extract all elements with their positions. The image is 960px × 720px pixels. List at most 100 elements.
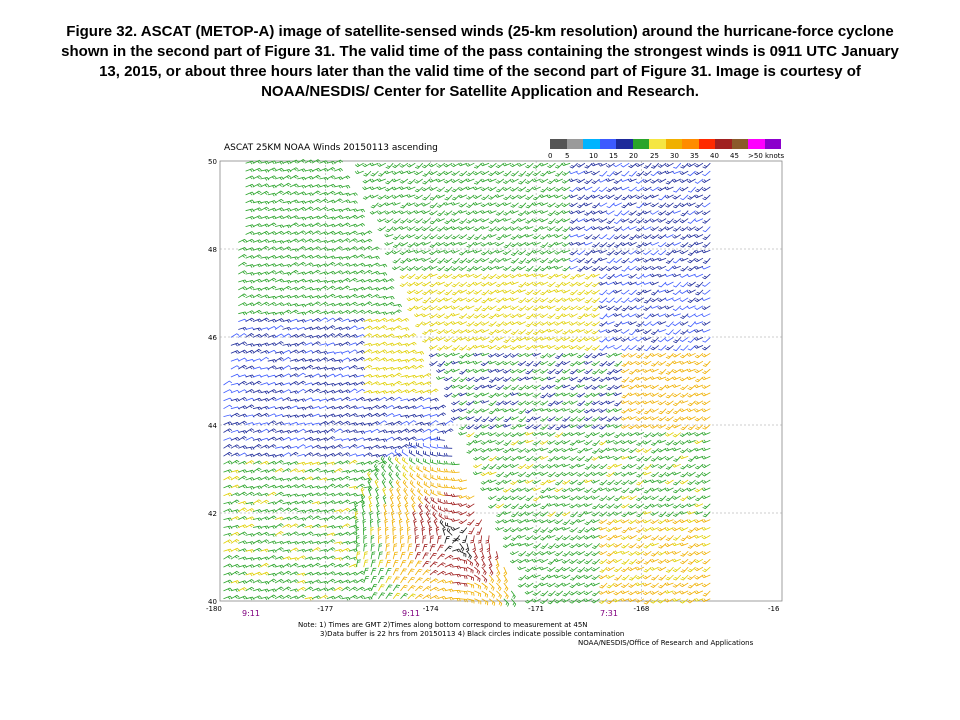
wind-barb — [694, 352, 704, 359]
wind-barb — [451, 273, 460, 280]
wind-barb — [554, 321, 564, 326]
wind-barb — [289, 159, 299, 164]
wind-barb — [341, 199, 351, 204]
wind-barb — [348, 413, 358, 417]
wind-barb — [319, 485, 329, 490]
wind-barb — [431, 497, 438, 505]
wind-barb — [635, 408, 645, 414]
wind-barb — [252, 406, 262, 411]
wind-barb — [238, 564, 248, 569]
wind-barb — [260, 206, 270, 212]
wind-barb — [436, 289, 446, 295]
wind-barb — [702, 162, 711, 169]
wind-barb — [378, 429, 388, 434]
wind-barb — [591, 424, 600, 429]
wind-barb — [606, 384, 615, 391]
wind-barb — [297, 380, 306, 386]
wind-barb — [701, 400, 711, 406]
wind-barb — [422, 381, 432, 386]
wind-barb — [407, 341, 417, 346]
wind-barb — [443, 392, 453, 398]
wind-barb — [606, 598, 615, 605]
wind-barb — [274, 564, 285, 569]
wind-barb — [458, 408, 468, 412]
wind-barb — [481, 590, 489, 598]
wind-barb — [517, 273, 527, 278]
wind-barb — [245, 264, 255, 268]
wind-barb — [650, 202, 659, 208]
wind-barb — [687, 566, 696, 573]
wind-barb — [554, 471, 564, 478]
wind-barb — [627, 392, 637, 397]
wind-barb — [613, 376, 622, 381]
wind-barb — [377, 202, 387, 208]
wind-barb — [525, 551, 534, 557]
wind-barb — [532, 289, 541, 295]
wind-barb — [539, 305, 549, 310]
wind-barb — [363, 364, 373, 370]
wind-barb — [525, 305, 534, 311]
wind-barb — [531, 376, 541, 381]
wind-barb — [473, 170, 482, 176]
wind-barb — [378, 568, 384, 576]
wind-barb — [348, 319, 358, 323]
wind-barb — [419, 510, 424, 520]
wind-barb — [377, 226, 387, 232]
wind-barb — [517, 368, 527, 374]
wind-barb — [680, 265, 689, 272]
wind-barb — [393, 413, 403, 417]
wind-barb — [636, 527, 645, 533]
wind-barb — [429, 595, 439, 600]
wind-barb — [561, 210, 571, 214]
wind-barb — [539, 297, 549, 303]
wind-barb — [394, 448, 401, 457]
wind-barb — [694, 178, 704, 184]
wind-barb — [361, 502, 366, 512]
wind-barb — [458, 257, 468, 264]
wind-barb — [355, 535, 360, 544]
wind-barb — [289, 429, 299, 434]
wind-barb — [540, 416, 549, 422]
wind-barb — [605, 194, 615, 200]
wind-barb — [363, 170, 372, 177]
wind-barb — [319, 223, 329, 227]
wind-barb — [466, 558, 474, 567]
wind-barb — [554, 408, 563, 413]
wind-barb — [260, 286, 270, 291]
wind-barb — [584, 178, 593, 185]
wind-barb — [450, 242, 460, 246]
wind-barb — [518, 408, 527, 415]
wind-barb — [665, 495, 674, 502]
wind-barb — [547, 416, 556, 422]
wind-barb — [680, 392, 689, 398]
wind-barb — [394, 456, 401, 465]
wind-barb — [400, 414, 410, 419]
wind-barb — [694, 463, 704, 470]
wind-barb — [672, 218, 682, 224]
wind-barb — [561, 242, 571, 247]
wind-barb — [598, 257, 608, 262]
wind-barb — [643, 566, 652, 573]
wind-barb — [524, 574, 534, 580]
wind-barb — [487, 471, 497, 476]
wind-barb — [267, 515, 277, 520]
wind-barb — [540, 574, 549, 581]
wind-barb — [621, 305, 630, 312]
wind-barb — [569, 598, 578, 604]
wind-barb — [577, 289, 586, 296]
wind-barb — [421, 162, 431, 169]
wind-barb — [672, 447, 681, 452]
wind-barb — [406, 162, 416, 168]
wind-barb — [450, 312, 460, 317]
wind-barb — [576, 408, 586, 414]
wind-barb — [686, 368, 696, 373]
wind-barb — [319, 350, 329, 355]
wind-barb — [311, 159, 321, 164]
wind-barb — [422, 569, 431, 576]
wind-barb — [613, 463, 622, 468]
wind-barb — [282, 532, 292, 537]
wind-barb — [223, 501, 233, 506]
wind-barb — [436, 321, 445, 326]
wind-barb — [311, 541, 321, 545]
wind-barb — [311, 467, 321, 473]
